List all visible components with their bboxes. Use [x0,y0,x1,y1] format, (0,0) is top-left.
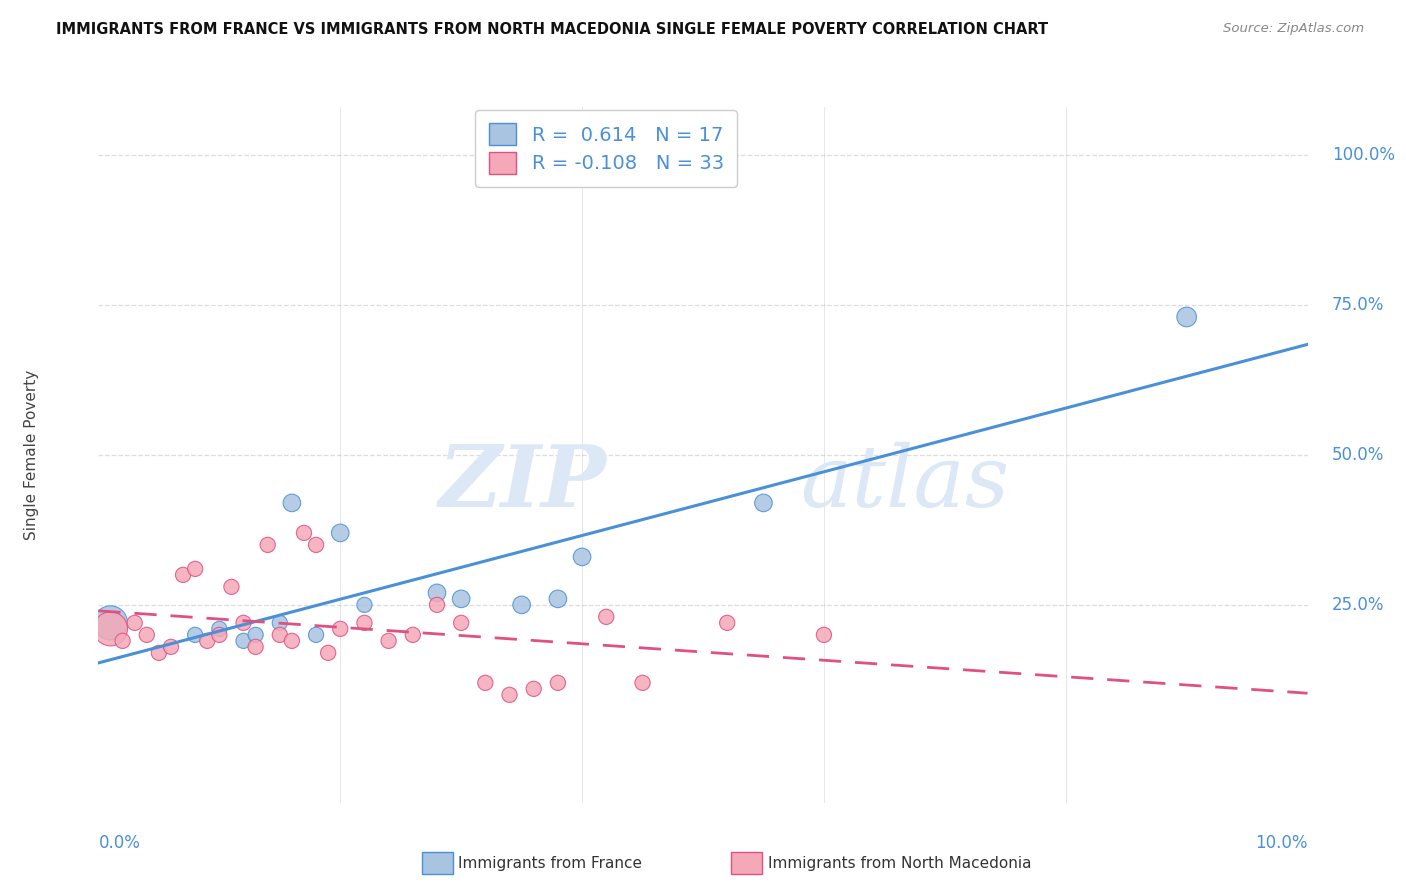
Point [245,640,267,654]
Point [547,676,569,690]
Text: 0.0%: 0.0% [98,834,141,852]
Point [208,622,231,636]
Point [474,676,496,690]
Point [353,598,375,612]
Point [426,586,449,600]
Point [135,628,157,642]
Point [160,640,183,654]
Point [172,567,194,582]
Point [100,622,122,636]
Text: 75.0%: 75.0% [1331,296,1384,314]
Point [195,633,218,648]
Point [184,628,207,642]
Point [305,628,328,642]
Point [595,610,617,624]
Legend: R =  0.614   N = 17, R = -0.108   N = 33: R = 0.614 N = 17, R = -0.108 N = 33 [475,110,737,187]
Point [124,615,146,630]
Point [450,615,472,630]
Point [523,681,546,696]
Point [245,628,267,642]
Point [402,628,425,642]
Point [232,615,254,630]
Point [232,633,254,648]
Text: ZIP: ZIP [439,441,606,524]
Point [716,615,738,630]
Point [316,646,339,660]
Point [111,633,134,648]
Point [571,549,593,564]
Point [305,538,328,552]
Point [292,525,315,540]
Point [100,615,122,630]
Text: 50.0%: 50.0% [1331,446,1384,464]
Text: 25.0%: 25.0% [1331,596,1385,614]
Point [281,496,304,510]
Point [184,562,207,576]
Point [208,628,231,642]
Point [221,580,243,594]
Point [752,496,775,510]
Text: atlas: atlas [800,442,1010,524]
Text: 100.0%: 100.0% [1331,146,1395,164]
Point [329,525,352,540]
Point [547,591,569,606]
Text: IMMIGRANTS FROM FRANCE VS IMMIGRANTS FROM NORTH MACEDONIA SINGLE FEMALE POVERTY : IMMIGRANTS FROM FRANCE VS IMMIGRANTS FRO… [56,22,1049,37]
Point [510,598,533,612]
Point [631,676,654,690]
Point [426,598,449,612]
Point [281,633,304,648]
Text: Source: ZipAtlas.com: Source: ZipAtlas.com [1223,22,1364,36]
Point [353,615,375,630]
Point [377,633,399,648]
Text: Single Female Poverty: Single Female Poverty [24,370,39,540]
Text: 10.0%: 10.0% [1256,834,1308,852]
Point [1175,310,1198,324]
Point [813,628,835,642]
Point [450,591,472,606]
Point [269,628,291,642]
Point [269,615,291,630]
Point [329,622,352,636]
Point [148,646,170,660]
Point [498,688,520,702]
Point [256,538,278,552]
Text: Immigrants from North Macedonia: Immigrants from North Macedonia [768,856,1031,871]
Text: Immigrants from France: Immigrants from France [458,856,643,871]
